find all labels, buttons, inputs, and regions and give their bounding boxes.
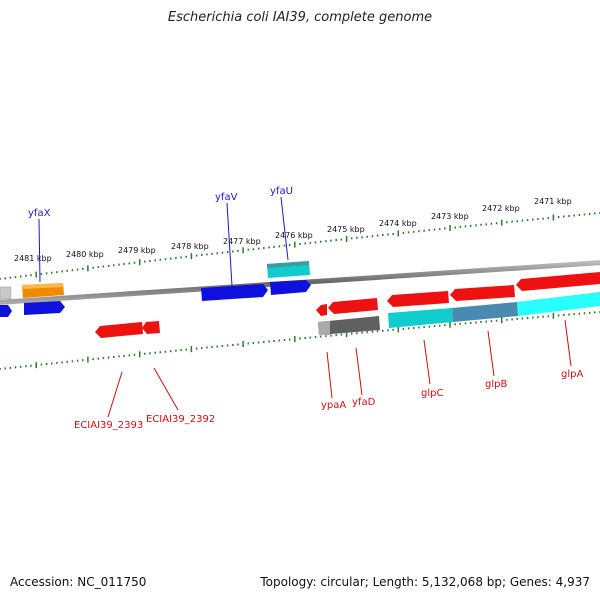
kbp-label-2480: 2480 kbp — [66, 250, 104, 259]
steel-reverse-segment[interactable] — [452, 302, 518, 322]
glpB-leader — [487, 330, 495, 377]
glpA-leader — [564, 319, 572, 367]
ypaA-gene[interactable] — [316, 304, 327, 316]
yfaX-gene[interactable] — [24, 301, 65, 315]
label-yfaX[interactable]: yfaX — [28, 208, 51, 219]
reverse-scale-ticks — [0, 311, 600, 370]
label-leaders — [38, 196, 572, 418]
gray-forward-segment[interactable] — [0, 286, 12, 300]
glpB-gene[interactable] — [450, 285, 515, 301]
glpC-leader — [423, 339, 431, 385]
kbp-label-2474: 2474 kbp — [379, 219, 417, 228]
gray-reverse-segment-light — [318, 321, 330, 335]
glpC-gene[interactable] — [387, 291, 449, 307]
kbp-label-2479: 2479 kbp — [118, 246, 156, 255]
kbp-label-2475: 2475 kbp — [327, 225, 365, 234]
ypaA-leader — [326, 351, 333, 399]
label-glpB[interactable]: glpB — [485, 379, 507, 390]
ECIAI39_2392-leader — [153, 367, 179, 411]
forward-scale-ticks — [0, 212, 600, 280]
yfaD-gene[interactable] — [328, 298, 378, 314]
forward-strand-features — [0, 261, 311, 317]
label-yfaV[interactable]: yfaV — [215, 192, 238, 203]
cyan-reverse-segment[interactable] — [388, 308, 453, 328]
blue-left-edge[interactable] — [0, 305, 12, 317]
label-ECIAI39_2392[interactable]: ECIAI39_2392 — [146, 414, 215, 425]
scale-labels: 2481 kbp 2480 kbp 2479 kbp 2478 kbp 2477… — [14, 197, 572, 263]
label-glpC[interactable]: glpC — [421, 388, 443, 399]
yfaU-gene[interactable] — [270, 280, 311, 295]
yfaV-gene[interactable] — [201, 284, 268, 301]
yfaV-leader — [226, 202, 233, 287]
kbp-label-2476: 2476 kbp — [275, 231, 313, 240]
kbp-label-2473: 2473 kbp — [431, 212, 469, 221]
genome-summary-text: Topology: circular; Length: 5,132,068 bp… — [260, 575, 590, 589]
kbp-label-2481: 2481 kbp — [14, 254, 52, 263]
yfaD-leader — [355, 347, 363, 396]
gray-reverse-segment[interactable] — [318, 316, 380, 335]
label-yfaU[interactable]: yfaU — [270, 186, 293, 197]
label-ypaA[interactable]: ypaA — [321, 400, 346, 411]
kbp-label-2472: 2472 kbp — [482, 204, 520, 213]
label-yfaD[interactable]: yfaD — [352, 397, 376, 408]
orange-forward-segment-highlight — [22, 283, 63, 289]
cyan-reverse-segment-right[interactable] — [517, 292, 600, 316]
accession-text: Accession: NC_011750 — [10, 575, 147, 589]
ECIAI39_2393-leader — [107, 371, 123, 418]
kbp-label-2478: 2478 kbp — [171, 242, 209, 251]
ECIAI39_2392-gene[interactable] — [142, 321, 160, 334]
glpA-gene[interactable] — [516, 272, 600, 291]
page-title: Escherichia coli IAI39, complete genome — [167, 10, 433, 25]
yfaX-leader — [38, 218, 41, 283]
kbp-label-2471: 2471 kbp — [534, 197, 572, 206]
reverse-strand-features — [95, 272, 600, 338]
kbp-label-2477: 2477 kbp — [223, 237, 261, 246]
label-glpA[interactable]: glpA — [561, 369, 583, 380]
yfaU-leader — [280, 196, 289, 261]
gene-labels: yfaX yfaV yfaU ECIAI39_2393 ECIAI39_2392… — [28, 186, 583, 431]
ECIAI39_2393-gene[interactable] — [95, 322, 143, 338]
label-ECIAI39_2393[interactable]: ECIAI39_2393 — [74, 420, 143, 431]
cyan-forward-segment-highlight — [267, 261, 309, 268]
